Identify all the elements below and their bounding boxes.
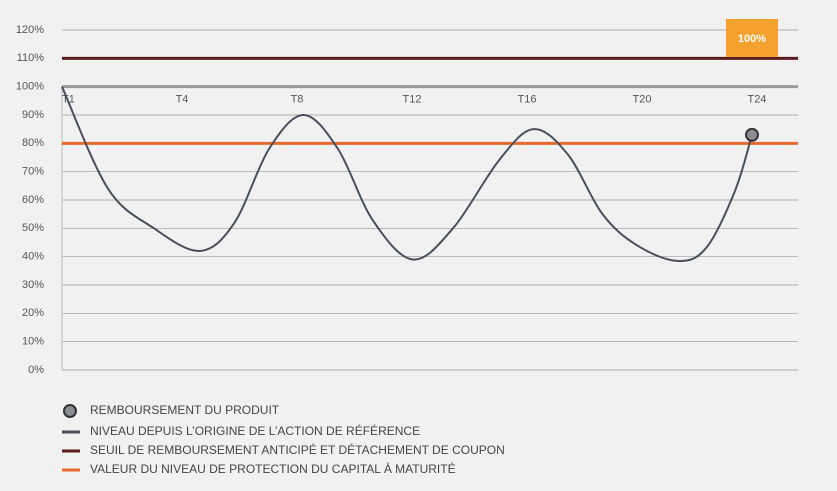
y-tick-label: 100% xyxy=(16,81,44,93)
y-tick-label: 30% xyxy=(22,279,44,291)
x-tick-label: T20 xyxy=(633,94,652,106)
y-tick-label: 40% xyxy=(22,251,44,263)
legend-label: SEUIL DE REMBOURSEMENT ANTICIPÉ ET DÉTAC… xyxy=(90,442,505,457)
legend-label: NIVEAU DEPUIS L’ORIGINE DE L’ACTION DE R… xyxy=(90,423,420,438)
y-tick-label: 80% xyxy=(22,137,44,149)
x-tick-label: T16 xyxy=(518,94,537,106)
y-tick-label: 70% xyxy=(22,166,44,178)
legend-marker xyxy=(63,404,77,418)
x-tick-label: T24 xyxy=(748,94,767,106)
annotation-text: 100% xyxy=(738,33,766,45)
y-tick-label: 50% xyxy=(22,222,44,234)
legend-label: REMBOURSEMENT DU PRODUIT xyxy=(90,403,280,417)
y-tick-label: 20% xyxy=(22,307,44,319)
y-tick-label: 60% xyxy=(22,194,44,206)
y-tick-label: 0% xyxy=(28,364,44,376)
annotation-box xyxy=(726,19,778,57)
legend: REMBOURSEMENT DU PRODUIT NIVEAU DEPUIS L’… xyxy=(62,403,505,476)
y-tick-label: 10% xyxy=(22,336,44,348)
y-tick-label: 90% xyxy=(22,109,44,121)
y-tick-label: 120% xyxy=(16,24,44,36)
x-tick-label: T8 xyxy=(291,94,304,106)
y-tick-label: 110% xyxy=(17,52,45,64)
series-line xyxy=(61,86,753,262)
redemption-point xyxy=(745,127,759,142)
x-tick-label: T4 xyxy=(176,94,189,106)
x-tick-label: T12 xyxy=(403,94,422,106)
legend-label: VALEUR DU NIVEAU DE PROTECTION DU CAPITA… xyxy=(90,461,456,476)
